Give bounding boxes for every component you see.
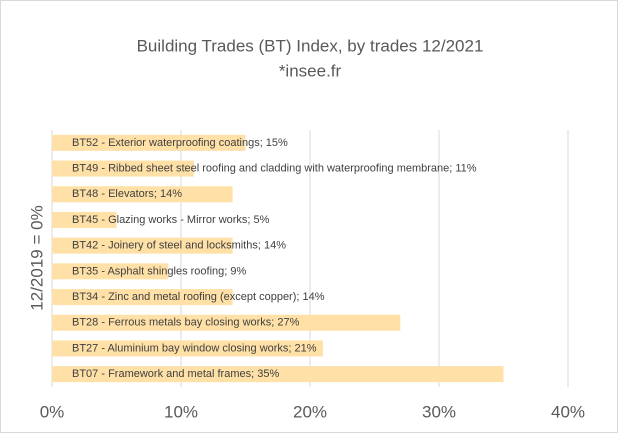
y-axis-label: 12/2019 = 0%: [27, 205, 46, 310]
x-tick-label: 30%: [422, 402, 456, 421]
chart-subtitle: *insee.fr: [279, 61, 342, 80]
bar: [52, 314, 401, 331]
x-tick-label: 0%: [40, 402, 65, 421]
bar: [52, 289, 233, 306]
x-tick-label: 20%: [293, 402, 327, 421]
bar: [52, 237, 233, 254]
bar-label: BT27 - Aluminium bay window closing work…: [72, 342, 317, 354]
x-tick-label: 40%: [551, 402, 585, 421]
bar: [52, 211, 117, 228]
bar-label: BT45 - Glazing works - Mirror works; 5%: [72, 214, 270, 226]
bar: [52, 340, 323, 357]
chart-title: Building Trades (BT) Index, by trades 12…: [137, 36, 484, 55]
x-tick-label: 10%: [164, 402, 198, 421]
bar-label: BT35 - Asphalt shingles roofing; 9%: [72, 265, 246, 277]
bar-label: BT48 - Elevators; 14%: [72, 188, 182, 200]
bar-label: BT42 - Joinery of steel and locksmiths; …: [72, 240, 286, 252]
bar-label: BT07 - Framework and metal frames; 35%: [72, 368, 279, 380]
bar-label: BT28 - Ferrous metals bay closing works;…: [72, 317, 300, 329]
bar: [52, 134, 246, 151]
bar: [52, 160, 194, 177]
bar: [52, 366, 504, 383]
bar-label: BT34 - Zinc and metal roofing (except co…: [72, 291, 325, 303]
bar-label: BT52 - Exterior waterproofing coatings; …: [72, 137, 288, 149]
bar: [52, 186, 233, 203]
bar: [52, 263, 169, 280]
bar-label: BT49 - Ribbed sheet steel roofing and cl…: [72, 162, 477, 174]
